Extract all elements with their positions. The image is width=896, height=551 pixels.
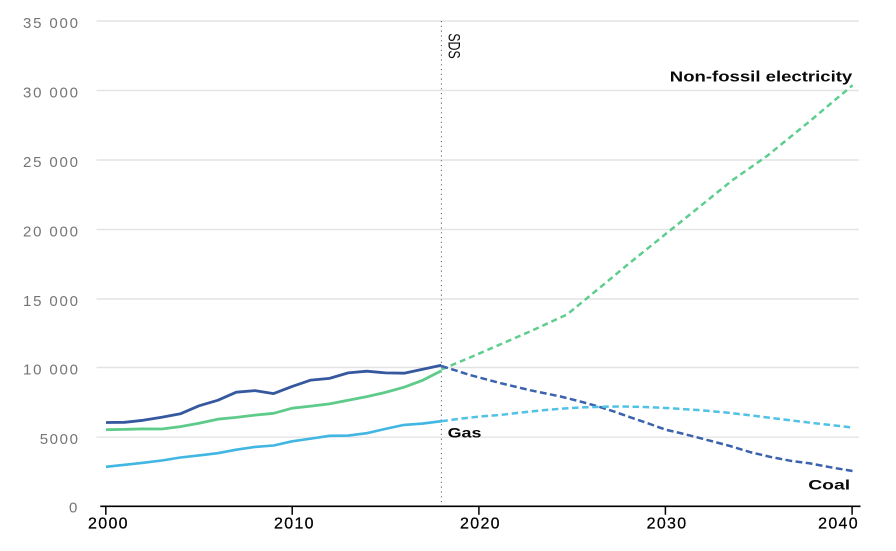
svg-text:2000: 2000 (88, 516, 128, 533)
svg-text:2010: 2010 (274, 516, 314, 533)
svg-text:35 000: 35 000 (23, 15, 78, 32)
svg-text:SDS: SDS (445, 33, 463, 59)
svg-text:0: 0 (69, 500, 77, 517)
svg-text:2020: 2020 (460, 516, 500, 533)
svg-text:2030: 2030 (647, 516, 687, 533)
svg-text:Non-fossil electricity: Non-fossil electricity (670, 68, 853, 85)
svg-text:15 000: 15 000 (23, 293, 78, 310)
svg-text:30 000: 30 000 (23, 84, 78, 101)
svg-text:Gas: Gas (448, 425, 482, 441)
svg-text:Coal: Coal (808, 477, 850, 493)
svg-text:5000: 5000 (40, 431, 78, 448)
svg-text:20 000: 20 000 (23, 223, 78, 240)
svg-text:2040: 2040 (818, 516, 858, 533)
svg-text:25 000: 25 000 (23, 154, 78, 171)
svg-text:10 000: 10 000 (23, 361, 78, 378)
